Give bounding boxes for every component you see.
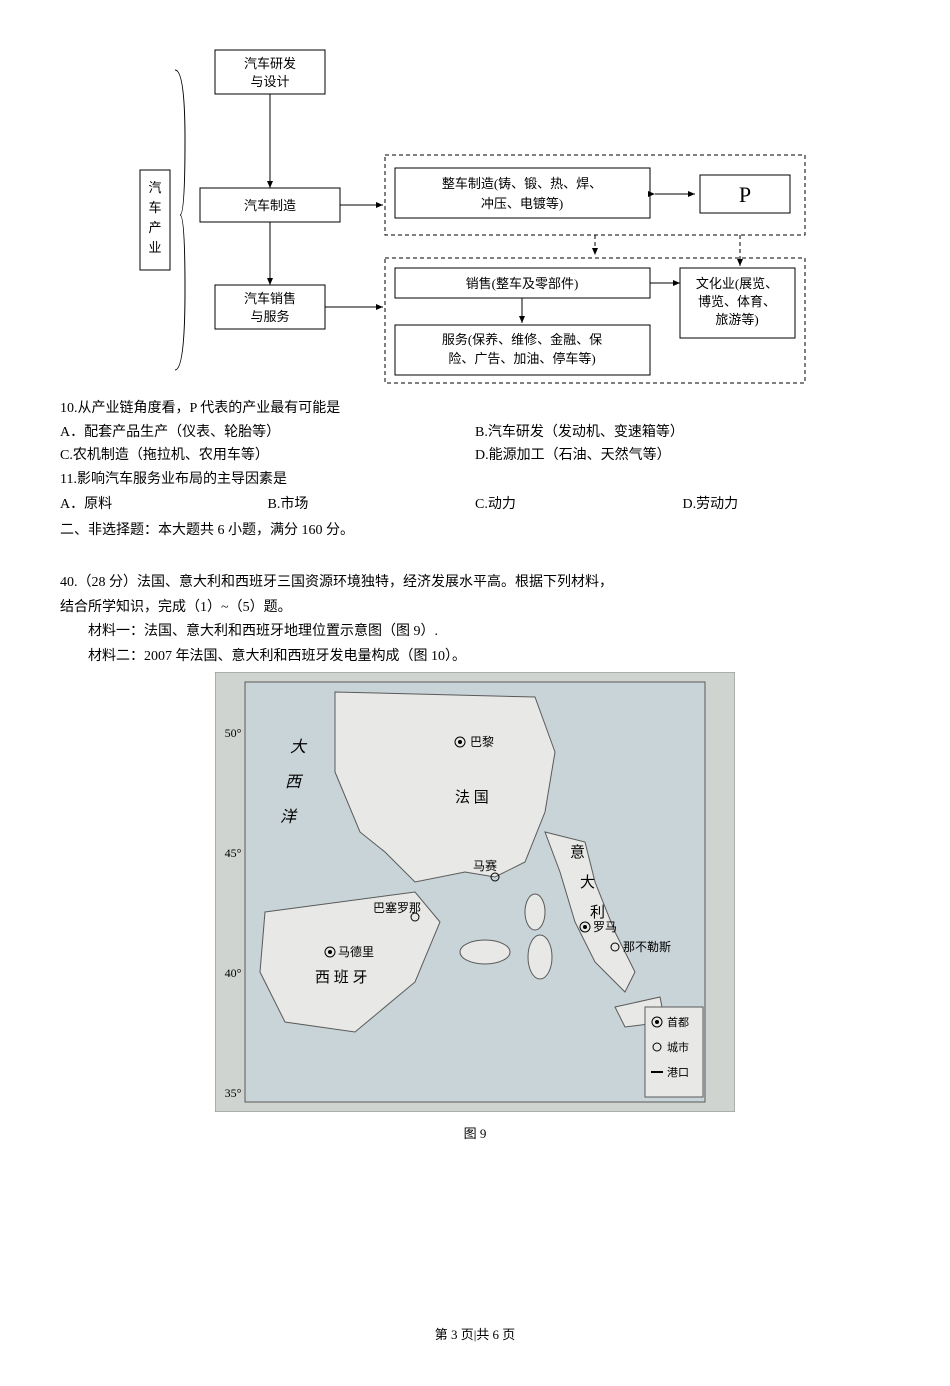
page-footer: 第 3 页|共 6 页	[60, 1325, 890, 1346]
corsica	[525, 894, 545, 930]
lat-45: 45°	[225, 846, 242, 860]
q40-stem-2: 结合所学知识，完成（1）~（5）题。	[60, 597, 890, 619]
q40: 40.（28 分）法国、意大利和西班牙三国资源环境独特，经济发展水平高。根据下列…	[60, 572, 890, 1145]
sales-box: 销售(整车及零部件)	[466, 276, 579, 291]
lat-50: 50°	[225, 726, 242, 740]
legend-port: 港口	[667, 1066, 689, 1079]
map-figure: 50° 45° 40° 35° 大 西 洋 法 国 意 大 利 西 班 牙	[215, 672, 735, 1145]
q11-opt-c: C.动力	[475, 494, 683, 516]
atl-3: 洋	[280, 808, 298, 826]
atl-1: 大	[290, 738, 308, 756]
lat-40: 40°	[225, 966, 242, 980]
island-1	[460, 940, 510, 964]
q10-options: A．配套产品生产（仪表、轮胎等） B.汽车研发（发动机、变速箱等） C.农机制造…	[60, 422, 890, 467]
col-char-2: 车	[148, 200, 161, 215]
cul-l3: 旅游等)	[715, 312, 758, 327]
label-spain: 西 班 牙	[315, 969, 368, 986]
svg-text:马德里: 马德里	[338, 944, 374, 959]
q11-opt-a: A．原料	[60, 494, 268, 516]
left-mid-box: 汽车制造	[244, 198, 296, 213]
label-italy-2: 大	[580, 874, 595, 891]
city-rome: 罗马	[580, 920, 617, 934]
label-italy-1: 意	[570, 843, 585, 861]
cul-l2: 博览、体育、	[698, 294, 776, 309]
city-paris: 巴黎	[455, 735, 494, 749]
q40-mat1: 材料一：法国、意大利和西班牙地理位置示意图（图 9）.	[60, 621, 890, 643]
lat-35: 35°	[225, 1086, 242, 1100]
q11-options: A．原料 B.市场 C.动力 D.劳动力	[60, 494, 890, 516]
q40-stem-1: 40.（28 分）法国、意大利和西班牙三国资源环境独特，经济发展水平高。根据下列…	[60, 572, 890, 594]
industry-chain-diagram: 汽 车 产 业 汽车研发 与设计 汽车制造 汽车销售 与服务 整车制造(铸、锻、…	[135, 40, 815, 390]
q11-stem: 11.影响汽车服务业布局的主导因素是	[60, 469, 890, 491]
q10-opt-b: B.汽车研发（发动机、变速箱等）	[475, 422, 890, 444]
q10-opt-c: C.农机制造（拖拉机、农用车等）	[60, 445, 475, 467]
svg-text:马赛: 马赛	[473, 858, 497, 873]
q40-mat2: 材料二：2007 年法国、意大利和西班牙发电量构成（图 10）。	[60, 646, 890, 668]
svc-l2: 险、广告、加油、停车等)	[448, 351, 595, 366]
legend-capital: 首都	[667, 1015, 689, 1029]
q11-opt-b: B.市场	[268, 494, 476, 516]
mfg-l2: 冲压、电镀等)	[481, 196, 563, 211]
svc-l1: 服务(保养、维修、金融、保	[442, 332, 602, 347]
legend-city: 城市	[667, 1040, 689, 1054]
svg-text:巴塞罗那: 巴塞罗那	[373, 900, 421, 915]
col-char-1: 汽	[148, 180, 161, 195]
q10-stem: 10.从产业链角度看，P 代表的产业最有可能是	[60, 398, 890, 420]
svg-text:罗马: 罗马	[593, 920, 617, 934]
svg-text:那不勒斯: 那不勒斯	[623, 940, 671, 954]
svg-text:巴黎: 巴黎	[470, 735, 494, 749]
col-char-4: 业	[148, 240, 161, 255]
q10-opt-a: A．配套产品生产（仪表、轮胎等）	[60, 422, 475, 444]
q10-opt-d: D.能源加工（石油、天然气等）	[475, 445, 890, 467]
col-char-3: 产	[148, 220, 161, 235]
section2-title: 二、非选择题：本大题共 6 小题，满分 160 分。	[60, 520, 890, 542]
top-box-l1: 汽车研发	[244, 56, 296, 71]
cul-l1: 文化业(展览、	[696, 276, 778, 291]
label-france: 法 国	[455, 789, 489, 806]
top-box-l2: 与设计	[250, 74, 289, 89]
left-bot-l2: 与服务	[250, 309, 289, 324]
chain-svg: 汽 车 产 业 汽车研发 与设计 汽车制造 汽车销售 与服务 整车制造(铸、锻、…	[135, 40, 815, 390]
map-svg: 50° 45° 40° 35° 大 西 洋 法 国 意 大 利 西 班 牙	[215, 672, 735, 1112]
q11-opt-d: D.劳动力	[683, 494, 891, 516]
label-italy-3: 利	[590, 904, 605, 921]
p-box: P	[739, 182, 751, 207]
left-bot-l1: 汽车销售	[244, 291, 296, 306]
mfg-l1: 整车制造(铸、锻、热、焊、	[442, 176, 602, 191]
sardinia	[528, 935, 552, 979]
map-caption: 图 9	[215, 1124, 735, 1145]
